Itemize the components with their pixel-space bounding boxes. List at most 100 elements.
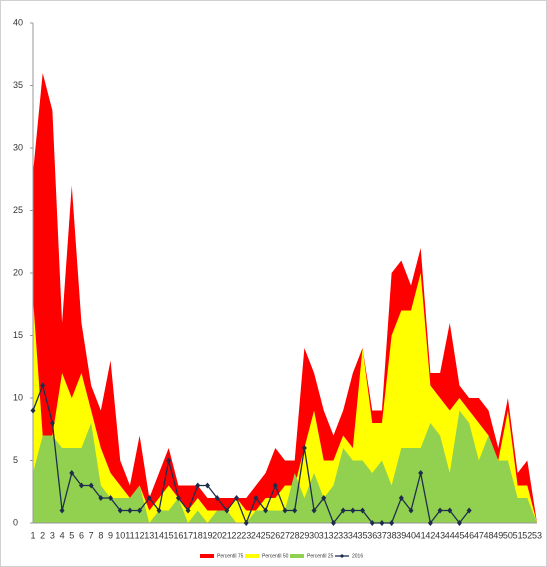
marker	[195, 482, 201, 489]
marker	[398, 495, 404, 501]
x-tick-label: 44	[445, 530, 455, 540]
marker	[427, 520, 433, 526]
x-tick-label: 18	[193, 530, 203, 540]
marker	[185, 507, 191, 514]
marker	[98, 495, 104, 501]
marker	[301, 445, 307, 451]
marker	[40, 382, 46, 389]
x-tick-label: 41	[416, 530, 426, 540]
marker	[214, 495, 220, 501]
x-tick-label: 12	[135, 530, 145, 540]
x-tick-label: 38	[387, 530, 397, 540]
x-tick-label: 42	[425, 530, 435, 540]
marker	[350, 507, 356, 514]
marker	[117, 507, 123, 514]
legend-swatch	[200, 554, 214, 558]
legend-label: Percentil 75	[217, 553, 244, 559]
y-tick-label: 10	[13, 392, 23, 402]
x-tick-label: 53	[532, 530, 542, 540]
marker	[330, 520, 336, 526]
x-tick-label: 51	[513, 530, 523, 540]
x-tick-label: 22	[232, 530, 242, 540]
marker	[166, 457, 172, 464]
marker	[137, 507, 143, 514]
marker	[69, 470, 75, 476]
x-tick-label: 30	[309, 530, 319, 540]
x-tick-label: 1	[30, 530, 35, 540]
x-tick-label: 21	[222, 530, 232, 540]
area	[33, 410, 537, 523]
marker	[263, 507, 269, 514]
x-tick-label: 28	[290, 530, 300, 540]
x-tick-label: 50	[503, 530, 513, 540]
marker	[78, 482, 84, 489]
marker	[49, 420, 55, 426]
marker	[127, 507, 133, 514]
y-tick-label: 35	[13, 80, 23, 90]
x-tick-label: 14	[154, 530, 164, 540]
marker	[340, 507, 346, 514]
marker	[108, 495, 114, 501]
marker	[389, 520, 395, 526]
marker	[146, 495, 152, 501]
y-tick-label: 5	[13, 455, 18, 465]
x-tick-label: 4	[60, 530, 65, 540]
marker	[321, 495, 327, 501]
x-tick-label: 5	[69, 530, 74, 540]
marker	[224, 507, 230, 514]
x-tick-label: 31	[319, 530, 329, 540]
x-tick-label: 45	[454, 530, 464, 540]
y-tick-label: 20	[13, 267, 23, 277]
x-tick-label: 10	[115, 530, 125, 540]
y-tick-label: 40	[13, 17, 23, 27]
marker	[243, 520, 249, 526]
y-tick-label: 15	[13, 330, 23, 340]
marker	[408, 507, 414, 514]
marker	[466, 507, 472, 514]
y-tick-label: 0	[13, 517, 18, 527]
marker	[156, 507, 162, 514]
x-tick-label: 16	[173, 530, 183, 540]
marker	[379, 520, 385, 526]
x-tick-label: 19	[202, 530, 212, 540]
legend-swatch	[340, 554, 344, 558]
x-tick-label: 43	[435, 530, 445, 540]
x-tick-label: 13	[144, 530, 154, 540]
marker	[234, 495, 240, 501]
marker	[369, 520, 375, 526]
x-tick-label: 40	[406, 530, 416, 540]
x-tick-label: 32	[328, 530, 338, 540]
x-tick-label: 15	[164, 530, 174, 540]
marker	[282, 507, 288, 514]
x-tick-label: 34	[348, 530, 358, 540]
marker	[447, 507, 453, 514]
marker	[175, 495, 181, 501]
x-tick-label: 49	[493, 530, 503, 540]
marker	[88, 482, 94, 489]
y-tick-label: 25	[13, 205, 23, 215]
x-tick-label: 2	[40, 530, 45, 540]
x-tick-label: 35	[358, 530, 368, 540]
x-tick-label: 9	[108, 530, 113, 540]
x-tick-label: 23	[241, 530, 251, 540]
x-tick-label: 39	[396, 530, 406, 540]
x-tick-label: 20	[212, 530, 222, 540]
x-tick-label: 37	[377, 530, 387, 540]
x-tick-label: 11	[125, 530, 134, 540]
x-tick-label: 7	[89, 530, 94, 540]
x-tick-label: 48	[484, 530, 494, 540]
marker	[253, 495, 259, 501]
marker	[311, 507, 317, 514]
y-tick-label: 30	[13, 142, 23, 152]
x-tick-label: 33	[338, 530, 348, 540]
x-tick-label: 6	[79, 530, 84, 540]
x-tick-label: 17	[183, 530, 193, 540]
marker	[456, 520, 462, 526]
x-tick-label: 36	[367, 530, 377, 540]
marker	[360, 507, 366, 514]
marker	[418, 470, 424, 476]
x-tick-label: 29	[299, 530, 309, 540]
legend-swatch	[290, 554, 304, 558]
x-tick-label: 26	[270, 530, 280, 540]
marker	[59, 507, 65, 514]
